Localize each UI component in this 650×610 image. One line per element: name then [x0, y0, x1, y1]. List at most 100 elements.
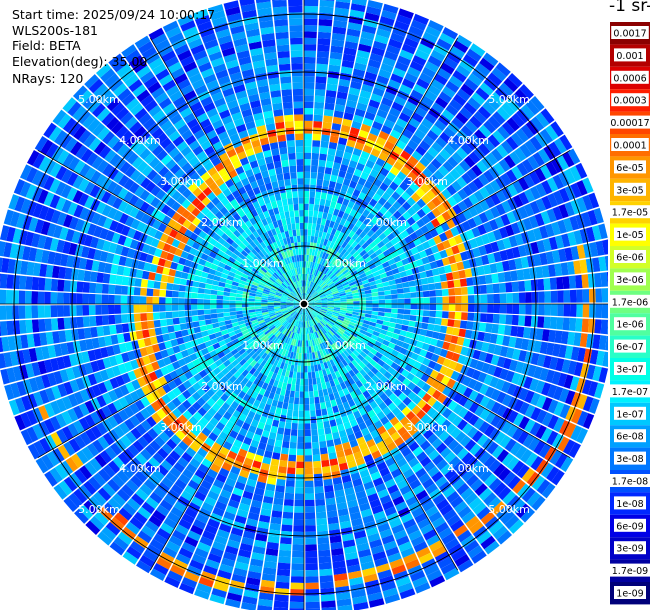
- ppi-cell: [281, 294, 289, 298]
- ppi-cell: [313, 108, 324, 116]
- ppi-cell: [321, 382, 327, 390]
- ppi-cell: [143, 262, 152, 272]
- ppi-cell: [248, 304, 255, 307]
- ppi-cell: [313, 390, 319, 398]
- ppi-cell: [121, 148, 134, 161]
- ppi-cell: [257, 317, 264, 322]
- ppi-cell: [56, 429, 68, 444]
- ppi-cell: [416, 218, 426, 228]
- ppi-cell: [327, 148, 336, 156]
- ppi-cell: [333, 378, 340, 386]
- ppi-cell: [431, 379, 441, 390]
- ppi-cell: [266, 477, 277, 486]
- ppi-cell: [328, 393, 336, 401]
- ppi-cell: [362, 347, 370, 355]
- ppi-cell: [315, 243, 320, 251]
- ppi-cell: [264, 489, 275, 498]
- ppi-cell: [397, 426, 408, 437]
- ppi-cell: [39, 332, 48, 346]
- ppi-cell: [427, 254, 436, 263]
- ppi-cell: [295, 339, 299, 347]
- ppi-cell: [461, 510, 476, 524]
- ppi-cell: [275, 331, 282, 338]
- ppi-cell: [371, 311, 379, 316]
- ppi-cell: [354, 141, 365, 151]
- ppi-cell: [557, 436, 570, 452]
- ppi-cell: [192, 519, 207, 530]
- ppi-cell: [178, 284, 186, 292]
- ppi-cell: [527, 339, 536, 352]
- ppi-cell: [262, 567, 277, 576]
- ppi-cell: [336, 262, 344, 269]
- ppi-cell: [354, 323, 362, 329]
- ppi-cell: [591, 225, 602, 241]
- ppi-cell: [347, 399, 356, 408]
- ppi-cell: [427, 344, 436, 353]
- ppi-cell: [475, 87, 490, 101]
- ppi-cell: [327, 262, 333, 270]
- ppi-cell: [535, 266, 544, 279]
- ppi-cell: [399, 416, 410, 427]
- ppi-cell: [311, 282, 315, 289]
- ppi-cell: [451, 151, 464, 164]
- ppi-cell: [399, 484, 412, 496]
- ppi-cell: [319, 343, 325, 350]
- ppi-cell: [373, 435, 383, 445]
- ppi-cell: [171, 201, 181, 212]
- ppi-cell: [382, 249, 391, 257]
- ppi-cell: [345, 291, 353, 295]
- ppi-cell: [165, 311, 173, 319]
- ppi-cell: [316, 57, 329, 65]
- ppi-cell: [212, 322, 220, 329]
- ppi-cell: [372, 355, 381, 363]
- ppi-cell: [460, 142, 473, 155]
- ppi-cell: [517, 177, 530, 191]
- ppi-cell: [314, 492, 325, 500]
- ppi-cell: [184, 259, 193, 268]
- ppi-cell: [270, 425, 278, 434]
- ppi-cell: [245, 451, 256, 461]
- ppi-cell: [445, 423, 457, 435]
- ppi-cell: [501, 452, 515, 467]
- ppi-cell: [478, 451, 492, 465]
- ppi-cell: [120, 435, 132, 448]
- ppi-cell: [334, 579, 349, 588]
- ppi-cell: [557, 304, 564, 317]
- ppi-cell: [318, 230, 323, 238]
- ppi-cell: [512, 479, 526, 494]
- ppi-cell: [359, 300, 367, 304]
- ppi-cell: [350, 3, 366, 13]
- ppi-cell: [541, 482, 556, 499]
- ppi-cell: [334, 304, 341, 306]
- ppi-cell: [335, 356, 342, 364]
- ppi-cell: [351, 240, 359, 249]
- ppi-cell: [326, 293, 333, 297]
- ppi-cell: [347, 413, 356, 422]
- ppi-cell: [38, 205, 49, 220]
- ppi-cell: [496, 404, 508, 417]
- ppi-cell: [265, 271, 272, 277]
- ppi-cell: [293, 305, 300, 308]
- ppi-cell: [284, 422, 292, 430]
- ppi-cell: [484, 183, 496, 196]
- ppi-cell: [132, 230, 143, 241]
- ppi-cell: [372, 270, 380, 277]
- ppi-cell: [177, 241, 186, 251]
- ppi-cell: [505, 136, 519, 151]
- ppi-cell: [432, 400, 442, 411]
- ppi-cell: [345, 312, 353, 317]
- ppi-cell: [537, 316, 545, 328]
- ppi-cell: [515, 445, 528, 460]
- ppi-cell: [554, 138, 567, 154]
- ppi-cell: [420, 277, 429, 285]
- ppi-cell: [321, 134, 330, 142]
- ppi-cell: [235, 454, 246, 464]
- ppi-cell: [213, 457, 224, 468]
- ppi-cell: [350, 153, 360, 163]
- ppi-cell: [304, 423, 311, 430]
- ppi-cell: [480, 294, 488, 304]
- ppi-cell: [274, 321, 281, 327]
- ppi-cell: [262, 327, 270, 333]
- ppi-cell: [155, 265, 164, 274]
- ppi-cell: [319, 293, 326, 297]
